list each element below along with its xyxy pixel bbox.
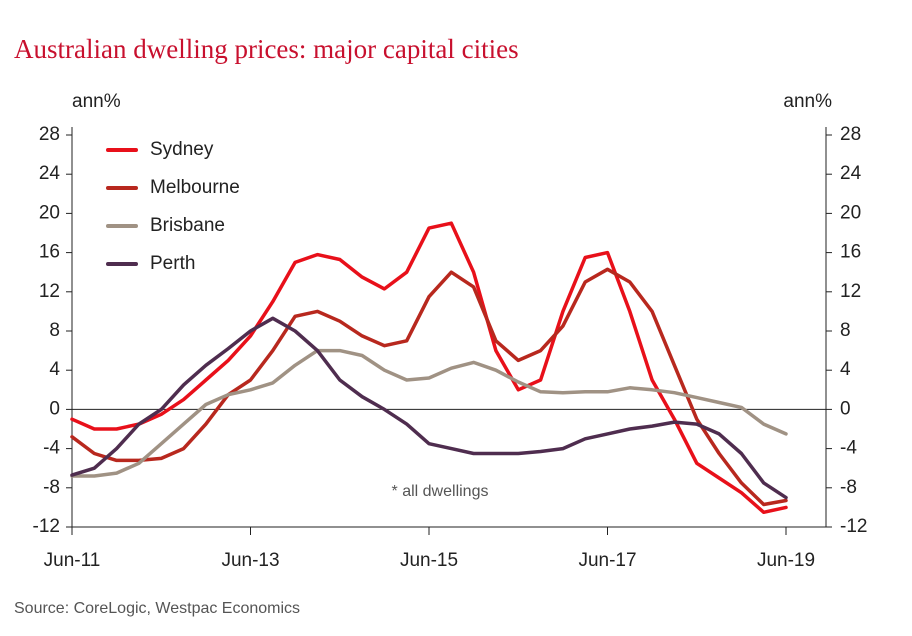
y-axis-label: ann%	[72, 91, 121, 112]
y2-tick-label: -12	[840, 516, 867, 537]
series-line	[70, 267, 788, 507]
legend-label: Brisbane	[150, 215, 225, 236]
y-tick-label: 8	[49, 320, 60, 341]
x-tick-label: Jun-15	[400, 550, 458, 571]
y2-tick-label: -8	[840, 477, 857, 498]
y2-tick-label: 16	[840, 242, 861, 263]
y-tick-label: 4	[49, 359, 60, 380]
y2-tick-label: 4	[840, 359, 851, 380]
y2-tick-label: 24	[840, 163, 862, 184]
y2-tick-label: 20	[840, 202, 861, 223]
y-tick-label: -8	[43, 477, 60, 498]
y-tick-label: 24	[39, 163, 61, 184]
y2-tick-label: 12	[840, 281, 861, 302]
y-tick-label: 20	[39, 202, 60, 223]
y2-axis-label: ann%	[783, 91, 832, 112]
x-tick-label: Jun-19	[757, 550, 815, 571]
x-tick-label: Jun-17	[578, 550, 636, 571]
legend-label: Melbourne	[150, 177, 240, 198]
y-tick-label: -4	[43, 438, 60, 459]
y-tick-label: 0	[49, 398, 60, 419]
series-line	[70, 316, 788, 500]
y-tick-label: 12	[39, 281, 60, 302]
y2-tick-label: 0	[840, 398, 851, 419]
y2-tick-label: 28	[840, 124, 861, 145]
y2-tick-label: -4	[840, 438, 857, 459]
chart-title: Australian dwelling prices: major capita…	[14, 34, 519, 64]
source: Source: CoreLogic, Westpac Economics	[14, 600, 300, 617]
series-line	[70, 221, 788, 515]
legend-label: Sydney	[150, 139, 214, 160]
x-tick-label: Jun-11	[44, 550, 101, 571]
y-tick-label: 16	[39, 242, 60, 263]
y-tick-label: -12	[33, 516, 60, 537]
y2-tick-label: 8	[840, 320, 851, 341]
annotation: * all dwellings	[392, 483, 489, 500]
legend-label: Perth	[150, 253, 195, 274]
x-tick-label: Jun-13	[221, 550, 279, 571]
y-tick-label: 28	[39, 124, 60, 145]
series-line	[70, 348, 788, 478]
